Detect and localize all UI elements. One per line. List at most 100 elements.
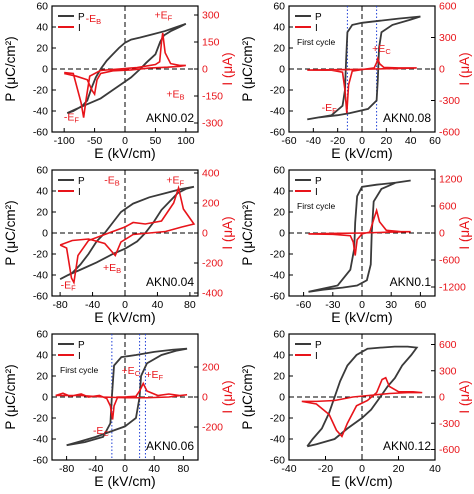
x-tick-label: 0 — [122, 135, 128, 147]
i-tick-label: 600 — [439, 339, 457, 351]
i-tick-label: 0 — [439, 392, 445, 404]
p-tick-label: 40 — [273, 350, 285, 362]
p-tick-label: 60 — [36, 329, 48, 341]
i-tick-label: 0 — [202, 392, 208, 404]
peak-annotation: +EF — [154, 10, 172, 23]
peak-annotation: +EC — [122, 365, 141, 378]
p-axis-title: P (μC/cm²) — [3, 200, 18, 265]
p-tick-label: 60 — [273, 329, 285, 341]
x-tick-label: 0 — [122, 463, 128, 475]
x-axis-title: E (kV/cm) — [331, 309, 392, 325]
p-axis-title: P (μC/cm²) — [3, 364, 18, 429]
legend-p-label: P — [315, 340, 322, 351]
p-tick-label: 60 — [36, 1, 48, 13]
legend-i-label: I — [78, 187, 81, 198]
p-axis-title: P (μC/cm²) — [240, 200, 255, 265]
legend-p-label: P — [78, 340, 85, 351]
chart-panel-AKN0.04: -80 -40 0 40 80-60-40-200204060-400-20002004… — [3, 165, 235, 326]
x-tick-label: 50 — [150, 135, 162, 147]
i-tick-label: 600 — [439, 1, 457, 13]
x-axis-title: E (kV/cm) — [331, 473, 392, 489]
p-tick-label: 60 — [273, 165, 285, 177]
p-loop-series — [59, 185, 195, 280]
x-tick-label: 0 — [359, 299, 365, 311]
i-curve-series — [301, 376, 423, 438]
p-tick-label: -20 — [33, 85, 48, 97]
x-tick-label: -80 — [59, 463, 74, 475]
x-tick-label: 20 — [393, 463, 405, 475]
i-tick-label: -200 — [202, 422, 223, 434]
p-tick-label: -20 — [33, 249, 48, 261]
i-tick-label: 300 — [439, 365, 457, 377]
i-curve-series — [307, 55, 417, 114]
x-tick-label: -40 — [281, 463, 296, 475]
x-tick-label: 60 — [429, 135, 441, 147]
first-cycle-note: First cycle — [297, 37, 336, 47]
p-tick-label: 20 — [273, 207, 285, 219]
chart-panel-AKN0.1: -60 -30 0 30 60 -60 -40 -20 0 20 40 60 -1200 -600 0 600… — [240, 165, 472, 326]
peak-annotation: -EB — [86, 13, 102, 26]
i-tick-label: -400 — [202, 288, 223, 300]
p-tick-label: 20 — [36, 43, 48, 55]
i-tick-label: 400 — [202, 168, 220, 180]
sample-label: AKN0.02 — [146, 111, 194, 125]
i-tick-label: -300 — [202, 118, 223, 130]
x-tick-label: -40 — [306, 135, 321, 147]
p-tick-label: -60 — [270, 127, 285, 139]
p-tick-label: -60 — [33, 291, 48, 303]
i-curve-series — [63, 32, 186, 118]
sample-label: AKN0.12 — [383, 439, 431, 453]
p-tick-label: -20 — [270, 413, 285, 425]
x-axis-title: E (kV/cm) — [94, 145, 155, 161]
chart-panel-AKN0.08: -60 -40 -20 0 20 40 60-60-40-200204060-600-300… — [240, 1, 472, 162]
peak-annotation: -EC — [93, 425, 110, 438]
i-axis-title: I (μA) — [220, 380, 235, 413]
i-tick-label: -600 — [439, 255, 460, 267]
legend-p-label: P — [315, 12, 322, 23]
p-loop-series — [307, 15, 421, 121]
x-tick-label: 60 — [415, 299, 427, 311]
legend-i-label: I — [315, 23, 318, 34]
i-tick-label: 0 — [202, 228, 208, 240]
x-tick-label: 0 — [359, 463, 365, 475]
peak-annotation: +EF — [145, 369, 163, 382]
p-tick-label: 60 — [36, 165, 48, 177]
p-tick-label: -60 — [270, 291, 285, 303]
i-tick-label: -1200 — [439, 282, 466, 294]
x-tick-label: -50 — [87, 135, 102, 147]
p-tick-label: -60 — [33, 455, 48, 467]
sample-label: AKN0.06 — [146, 439, 194, 453]
p-tick-label: -40 — [33, 434, 48, 446]
i-axis-title: I (μA) — [457, 52, 472, 85]
p-loop-series — [66, 22, 187, 114]
x-tick-label: 30 — [385, 299, 397, 311]
x-tick-label: 80 — [184, 299, 196, 311]
i-tick-label: 200 — [202, 362, 220, 374]
peak-annotation: +EB — [166, 88, 184, 101]
x-tick-label: 40 — [405, 135, 417, 147]
p-axis-title: P (μC/cm²) — [240, 364, 255, 429]
i-tick-label: 200 — [202, 198, 220, 210]
i-tick-label: 300 — [202, 10, 220, 22]
p-axis-title: P (μC/cm²) — [240, 36, 255, 101]
peak-annotation: -EF — [61, 280, 77, 293]
sample-label: AKN0.1 — [390, 275, 432, 289]
p-tick-label: 40 — [36, 22, 48, 34]
first-cycle-note: First cycle — [60, 365, 99, 375]
i-curve-series — [55, 381, 188, 420]
p-tick-label: 40 — [36, 186, 48, 198]
i-tick-label: 1200 — [439, 174, 463, 186]
legend-i-label: I — [315, 351, 318, 362]
p-tick-label: 20 — [36, 207, 48, 219]
p-tick-label: -40 — [33, 270, 48, 282]
p-tick-label: -40 — [270, 434, 285, 446]
p-tick-label: -20 — [270, 249, 285, 261]
p-tick-label: -40 — [33, 106, 48, 118]
chart-panel-AKN0.02: -100 -50 0 50 100 -60 -40 -20 0 20 40 60 -300 -150 0 15… — [3, 1, 235, 162]
i-tick-label: -150 — [202, 91, 223, 103]
p-tick-label: -40 — [270, 270, 285, 282]
i-tick-label: -600 — [439, 127, 460, 139]
x-axis-title: E (kV/cm) — [94, 473, 155, 489]
